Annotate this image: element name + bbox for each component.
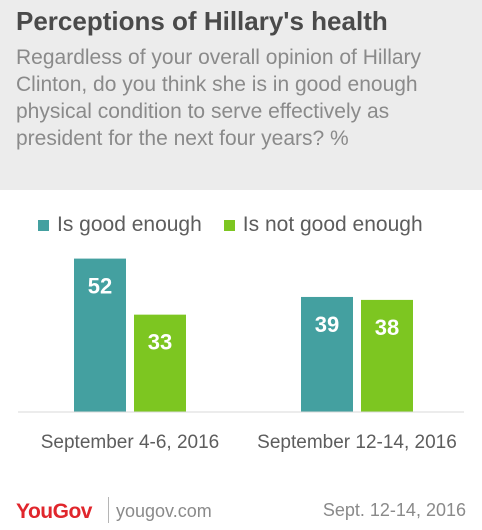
- chart-header: Perceptions of Hillary's health Regardle…: [0, 0, 482, 190]
- data-label: 33: [148, 330, 172, 355]
- bar-good-2: [301, 296, 353, 412]
- bar-good-1: [74, 258, 126, 412]
- x-tick-label: September 4-6, 2016: [41, 432, 220, 453]
- legend-label-good: Is good enough: [57, 213, 202, 236]
- data-label: 38: [375, 315, 399, 340]
- footer-divider: [108, 497, 109, 523]
- legend-swatch-good: [38, 219, 49, 231]
- chart-subtitle: Regardless of your overall opinion of Hi…: [16, 46, 422, 150]
- bar-not-good-2: [361, 299, 413, 412]
- yougov-logo: YouGov: [16, 500, 92, 523]
- bar-chart: 52 33 September 4-6, 2016 39 38 September 12-…: [18, 258, 464, 453]
- footer-site-link[interactable]: yougov.com: [116, 501, 212, 521]
- data-label: 52: [88, 274, 112, 299]
- bar-not-good-1: [134, 314, 186, 412]
- legend-item-good: Is good enough: [38, 213, 202, 237]
- chart-legend: Is good enough Is not good enough: [38, 212, 445, 238]
- data-label: 39: [315, 312, 339, 337]
- legend-item-not-good: Is not good enough: [223, 213, 423, 237]
- legend-swatch-not-good: [223, 219, 235, 231]
- x-tick-label: September 12-14, 2016: [257, 432, 457, 453]
- legend-label-not-good: Is not good enough: [242, 213, 423, 236]
- chart-title: Perceptions of Hillary's health: [16, 6, 388, 36]
- footer-date: Sept. 12-14, 2016: [322, 500, 466, 520]
